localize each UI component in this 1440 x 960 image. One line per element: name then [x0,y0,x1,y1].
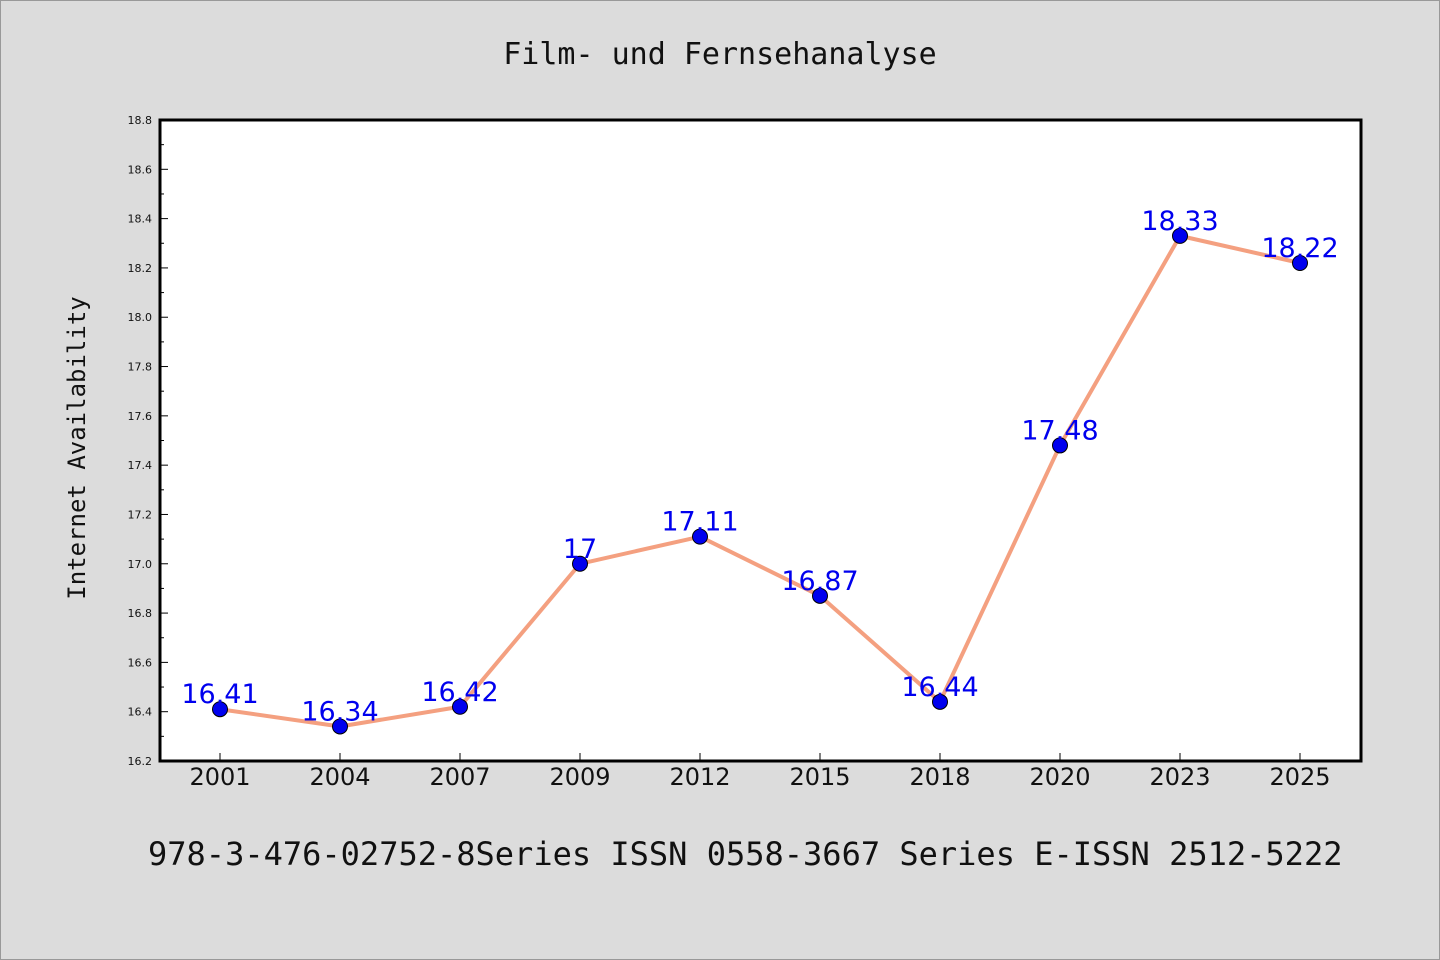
data-point [332,718,348,735]
chart-title: Film- und Fernsehanalyse [503,37,936,72]
data-label: 16.87 [781,566,858,597]
x-tick-label: 2007 [429,763,490,791]
data-point [1292,254,1308,271]
data-point [1052,437,1068,454]
data-label: 16.34 [301,696,378,727]
data-label: 17.11 [661,507,738,538]
x-tick-label: 2012 [669,763,730,791]
data-label: 17.48 [1021,415,1098,446]
y-tick-label: 18.0 [128,311,153,324]
x-tick-label: 2025 [1269,763,1330,791]
series-line [219,233,1301,729]
plot-area [158,118,1363,763]
data-label: 16.41 [181,679,258,710]
x-tick-label: 2009 [549,763,610,791]
data-point [692,528,708,545]
y-tick-label: 17.2 [128,508,153,521]
series-group [212,227,1308,735]
data-point [932,693,948,710]
x-tick-label: 2023 [1149,763,1210,791]
data-point [452,698,468,715]
y-tick-label: 17.8 [128,361,153,374]
x-tick-label: 2004 [309,763,370,791]
y-axis: 16.2 16.4 16.6 16.8 17.0 17.2 17.4 17.6 17.8 18.0… [128,114,168,768]
footer-text: 978-3-476-02752-8Series ISSN 0558-3667 S… [148,835,1342,873]
data-label: 17 [563,534,597,565]
data-label: 16.42 [421,677,498,708]
x-tick-label: 2020 [1029,763,1090,791]
data-point [212,701,228,718]
y-tick-label: 18.6 [128,163,153,176]
y-tick-label: 17.6 [128,410,153,423]
data-point [1172,227,1188,244]
y-tick-label: 16.8 [128,607,153,620]
y-tick-label: 16.2 [128,755,153,768]
y-tick-label: 17.4 [128,459,153,472]
y-tick-label: 18.8 [128,114,153,127]
y-tick-label: 17.0 [128,558,153,571]
data-label: 16.44 [901,672,978,703]
data-label: 18.22 [1261,233,1338,264]
x-tick-label: 2015 [789,763,850,791]
x-axis: 2001 2004 2007 2009 2012 2015 2018 2020 2023 2025 [189,753,1331,791]
data-labels-group: 16.41 16.34 16.42 17 17.11 16.87 16.44 17.48 18.… [181,206,1338,728]
y-axis-label: Internet Availability [63,296,91,599]
y-tick-label: 18.2 [128,262,153,275]
x-tick-label: 2001 [189,763,250,791]
data-label: 18.33 [1141,206,1218,237]
y-tick-label: 18.4 [128,213,153,226]
x-tick-label: 2018 [909,763,970,791]
y-tick-label: 16.6 [128,656,153,669]
data-point [572,555,588,572]
y-tick-label: 16.4 [128,706,153,719]
data-point [812,587,828,604]
